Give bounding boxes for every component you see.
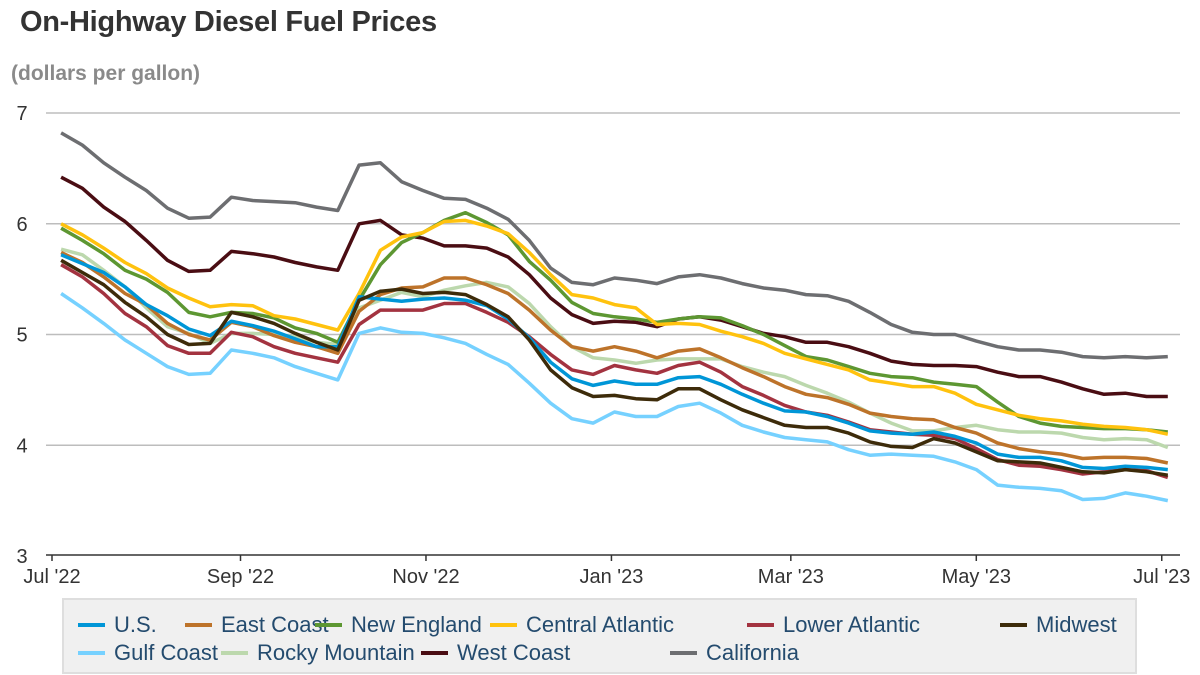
y-axis-ticks: 3 4 5 6 7 (16, 103, 27, 568)
line-chart: 3 4 5 6 7 Jul '22 Sep '22 Nov '22 Jan '23 Mar '2… (16, 103, 1190, 588)
y-tick-label: 3 (16, 546, 27, 568)
legend-label: Rocky Mountain (257, 640, 415, 665)
legend-swatch (747, 623, 774, 627)
series-line-gulf-coast (60, 292, 1169, 503)
legend-label: California (706, 640, 799, 665)
series-line-new-england (60, 210, 1168, 434)
legend-swatch (78, 623, 105, 627)
legend-label: U.S. (114, 612, 157, 637)
x-tick-label: Jan '23 (580, 566, 644, 588)
legend-item-new-england: New England (315, 612, 482, 638)
legend-label: Central Atlantic (526, 612, 674, 637)
series-line-west-coast (60, 175, 1168, 399)
legend-item-gulf-coast: Gulf Coast (78, 640, 218, 666)
x-tick-label: Mar '23 (758, 566, 824, 588)
series-line-central-atlantic (60, 218, 1169, 436)
x-tick-label: Jul '23 (1133, 566, 1190, 588)
x-tick-label: Sep '22 (207, 566, 274, 588)
legend-swatch (1000, 623, 1027, 627)
legend-swatch (78, 651, 105, 655)
series-line-midwest (60, 258, 1169, 477)
legend-swatch (670, 651, 697, 655)
y-tick-label: 7 (16, 103, 27, 125)
legend-label: Lower Atlantic (783, 612, 920, 637)
series-line-california (60, 131, 1168, 360)
y-tick-label: 4 (16, 435, 27, 457)
x-tick-label: Jul '22 (23, 566, 80, 588)
series-line-lower-atlantic (60, 263, 1169, 480)
legend-label: Gulf Coast (114, 640, 218, 665)
series-line-rocky-mountain (60, 247, 1169, 450)
legend-swatch (490, 623, 517, 627)
x-axis: Jul '22 Sep '22 Nov '22 Jan '23 Mar '23 May '… (23, 554, 1190, 588)
legend-item-west-coast: West Coast (421, 640, 570, 666)
legend-item-california: California (670, 640, 799, 666)
legend-item-lower-atlantic: Lower Atlantic (747, 612, 920, 638)
legend-swatch (221, 651, 248, 655)
legend-item-east-coast: East Coast (185, 612, 329, 638)
chart-title: On-Highway Diesel Fuel Prices (20, 6, 437, 38)
legend-label: West Coast (457, 640, 571, 665)
series-lines (60, 131, 1169, 503)
x-tick-label: Nov '22 (392, 566, 459, 588)
legend-label: New England (351, 612, 482, 637)
legend-item-central-atlantic: Central Atlantic (490, 612, 674, 638)
y-tick-label: 5 (16, 325, 27, 347)
legend: U.S. East Coast New England Central Atla… (62, 598, 1137, 674)
x-tick-label: May '23 (942, 566, 1011, 588)
legend-item-midwest: Midwest (1000, 612, 1117, 638)
series-line-u-s (60, 253, 1168, 472)
legend-label: East Coast (221, 612, 329, 637)
legend-swatch (315, 623, 342, 627)
chart-subtitle: (dollars per gallon) (11, 62, 201, 85)
legend-label: Midwest (1036, 612, 1117, 637)
legend-swatch (421, 651, 448, 655)
legend-item-rocky-mountain: Rocky Mountain (221, 640, 415, 666)
y-tick-label: 6 (16, 214, 27, 236)
legend-item-us: U.S. (78, 612, 157, 638)
legend-swatch (185, 623, 212, 627)
